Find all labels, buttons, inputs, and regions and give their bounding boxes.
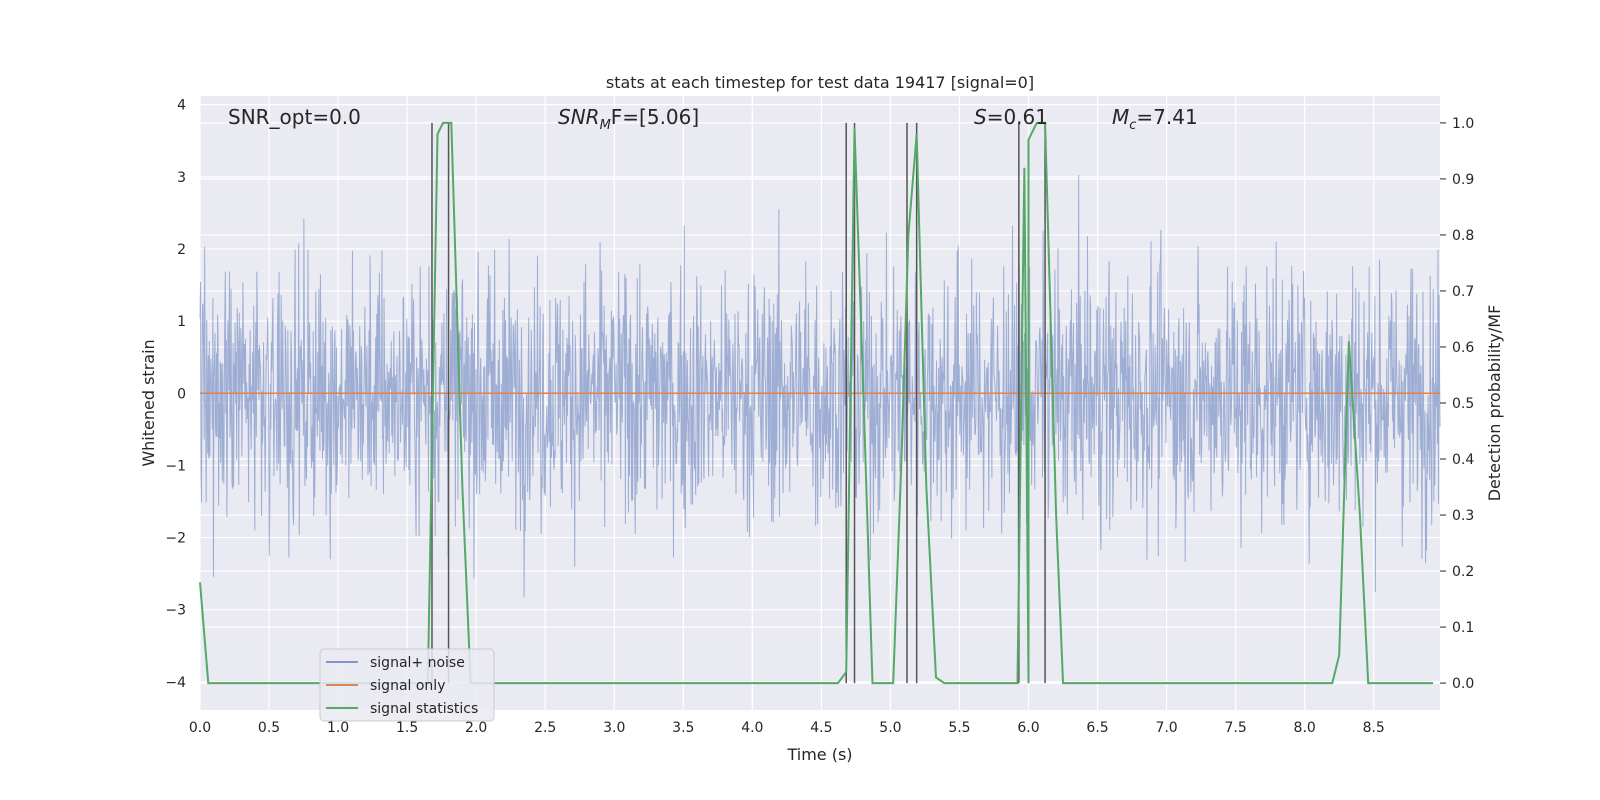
- vertical-markers: [431, 122, 1046, 684]
- x-tick-label-14: 7.0: [1155, 720, 1177, 736]
- snr-mf-rest: F=[5.06]: [611, 105, 699, 129]
- y-left-tick-label-6: 2: [177, 242, 186, 258]
- signal-noise-series: [199, 175, 1441, 598]
- x-tick-label-0: 0.0: [189, 720, 211, 736]
- y-left-tick-label-1: −3: [165, 603, 186, 619]
- y-right-axis-label: Detection probability/MF: [1485, 305, 1504, 502]
- mc-sub: c: [1129, 118, 1136, 133]
- y-right-tick-label-10: 1.0: [1452, 116, 1474, 132]
- legend-box: [319, 648, 495, 722]
- x-axis-label: Time (s): [786, 745, 852, 764]
- y-right-axis-ticks: 0.0 0.1 0.2 0.3 0.4 0.5 0.6 0.7 0.8 0.9 1.0: [1440, 116, 1474, 692]
- y-right-tick-label-6: 0.6: [1452, 340, 1474, 356]
- x-tick-label-7: 3.5: [672, 720, 694, 736]
- legend-label-signal-noise: signal+ noise: [370, 655, 465, 671]
- signal-statistics-series: [199, 121, 1434, 685]
- y-left-tick-label-3: −1: [165, 458, 186, 474]
- mc-rest: =7.41: [1136, 105, 1197, 129]
- x-tick-label-16: 8.0: [1294, 720, 1316, 736]
- x-axis-ticks: 0.0 0.5 1.0 1.5 2.0 2.5 3.0 3.5 4.0 4.5 5.0 5.5 6.0 6…: [189, 720, 1385, 736]
- signal-noise-line: [199, 175, 1441, 598]
- signal-statistics-line: [199, 121, 1434, 685]
- y-right-tick-label-0: 0.0: [1452, 676, 1474, 692]
- x-tick-label-15: 7.5: [1225, 720, 1247, 736]
- snr-mf-base: SNR: [558, 105, 600, 129]
- s-rest: =0.61: [987, 105, 1048, 129]
- y-right-tick-label-5: 0.5: [1452, 396, 1474, 412]
- x-tick-label-5: 2.5: [534, 720, 556, 736]
- snr-opt-annotation: SNR_opt=0.0: [228, 105, 361, 129]
- x-tick-label-3: 1.5: [396, 720, 418, 736]
- y-left-tick-label-5: 1: [177, 314, 186, 330]
- s-annotation: S=0.61: [974, 105, 1048, 129]
- snr-mf-sub: M: [600, 118, 611, 133]
- y-left-tick-label-2: −2: [165, 531, 186, 547]
- y-right-tick-label-4: 0.4: [1452, 452, 1474, 468]
- x-tick-label-10: 5.0: [879, 720, 901, 736]
- y-left-tick-label-8: 4: [177, 98, 186, 114]
- x-tick-label-1: 0.5: [258, 720, 280, 736]
- x-tick-label-9: 4.5: [810, 720, 832, 736]
- x-tick-label-13: 6.5: [1086, 720, 1108, 736]
- mc-base: M: [1112, 105, 1129, 129]
- chart-title: stats at each timestep for test data 194…: [606, 73, 1034, 92]
- legend-label-signal-only: signal only: [370, 678, 445, 694]
- y-left-tick-label-0: −4: [165, 675, 186, 691]
- y-right-tick-label-3: 0.3: [1452, 508, 1474, 524]
- y-left-tick-label-4: 0: [177, 386, 186, 402]
- legend-label-signal-statistics: signal statistics: [370, 701, 478, 717]
- legend: signal+ noise signal only signal statist…: [319, 648, 495, 722]
- x-tick-label-6: 3.0: [603, 720, 625, 736]
- x-tick-label-12: 6.0: [1017, 720, 1039, 736]
- x-tick-label-11: 5.5: [948, 720, 970, 736]
- y-right-tick-label-7: 0.7: [1452, 284, 1474, 300]
- y-right-tick-label-8: 0.8: [1452, 228, 1474, 244]
- y-left-axis-ticks: −4 −3 −2 −1 0 1 2 3 4: [165, 98, 186, 691]
- x-tick-label-4: 2.0: [465, 720, 487, 736]
- mc-annotation: Mc=7.41: [1112, 105, 1198, 133]
- x-tick-label-2: 1.0: [327, 720, 349, 736]
- x-tick-label-17: 8.5: [1363, 720, 1385, 736]
- snr-mf-annotation: SNRMF=[5.06]: [558, 105, 699, 133]
- y-right-tick-label-9: 0.9: [1452, 172, 1474, 188]
- y-left-tick-label-7: 3: [177, 170, 186, 186]
- s-base: S: [974, 105, 987, 129]
- x-tick-label-8: 4.0: [741, 720, 763, 736]
- y-right-tick-label-1: 0.1: [1452, 620, 1474, 636]
- y-right-tick-label-2: 0.2: [1452, 564, 1474, 580]
- y-left-axis-label: Whitened strain: [139, 339, 158, 466]
